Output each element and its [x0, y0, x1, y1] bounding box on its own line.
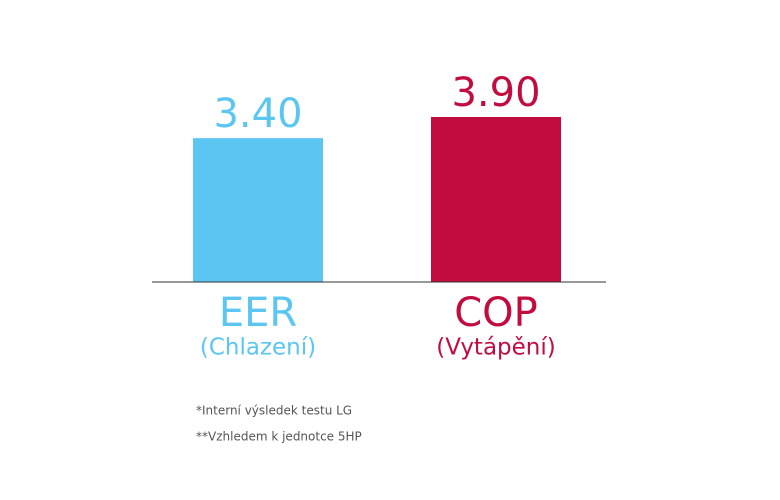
category-sublabel: (Chlazení) [200, 335, 316, 361]
bar [431, 117, 561, 282]
value-label: 3.90 [451, 70, 540, 116]
bar [193, 138, 323, 282]
footnote: *Interní výsledek testu LG [196, 404, 352, 418]
category-label: EER [219, 290, 297, 336]
category-label: COP [454, 290, 538, 336]
footnote: **Vzhledem k jednotce 5HP [196, 430, 362, 444]
category-sublabel: (Vytápění) [436, 335, 556, 361]
value-label: 3.40 [213, 91, 302, 137]
